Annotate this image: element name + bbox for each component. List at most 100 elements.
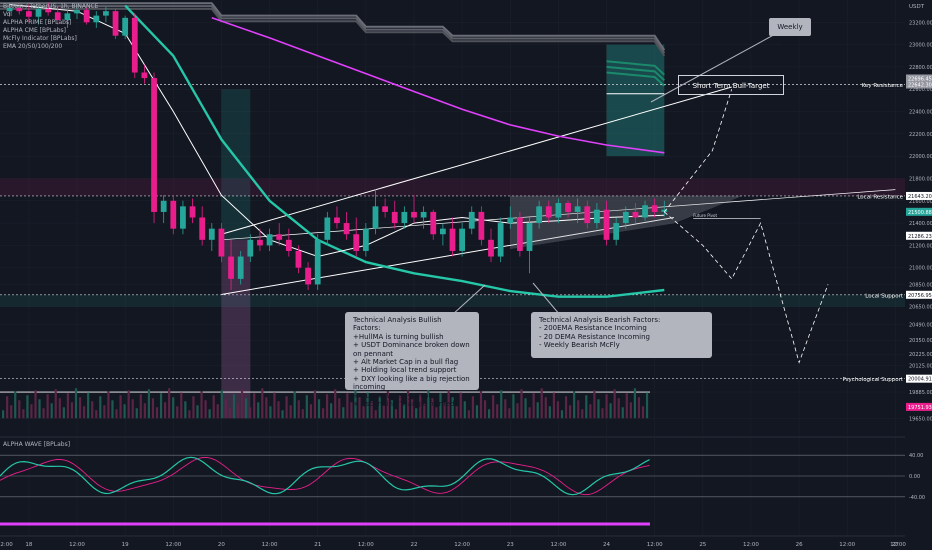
- candle-body: [488, 239, 494, 257]
- volume-bar: [475, 405, 479, 419]
- volume-bar: [273, 392, 276, 419]
- price-tag: [906, 191, 932, 200]
- volume-bar: [18, 400, 21, 419]
- volume-bar: [593, 390, 596, 419]
- time-axis-tick: 12:00: [743, 542, 759, 548]
- legend-indicator-vol: Vol: [3, 11, 12, 18]
- weekly-pivot-pointer: [650, 25, 791, 103]
- volume-bar: [172, 397, 175, 419]
- price-axis-tick: 20225.00: [909, 352, 932, 358]
- price-tag-label: 22696.45: [908, 76, 932, 82]
- volume-bar: [281, 410, 284, 419]
- volume-bar: [192, 396, 195, 419]
- candle-body: [16, 7, 23, 12]
- price-axis-tick: 19650.00: [909, 416, 932, 422]
- volume-bar: [520, 389, 523, 419]
- price-axis-tick: 21800.00: [909, 176, 932, 182]
- legend-symbol: Bitcoin / TetherUS, 1h, BINANCE: [3, 3, 99, 10]
- volume-bar: [127, 390, 130, 419]
- volume-bar: [459, 392, 462, 419]
- legend-indicator-alpha-cme: ALPHA CME [BPLabs]: [3, 27, 67, 34]
- volume-bar: [236, 403, 240, 419]
- volume-bar: [641, 406, 645, 419]
- candle-body: [584, 206, 591, 224]
- volume-bar: [504, 399, 507, 419]
- price-axis-tick: 22000.00: [909, 154, 932, 160]
- volume-bar: [625, 393, 628, 419]
- volume-bar: [569, 405, 572, 419]
- volume-bar: [573, 391, 576, 419]
- volume-bar: [516, 403, 519, 419]
- volume-bar: [613, 389, 616, 419]
- lower-trendline: [221, 217, 675, 295]
- price-tag: [906, 74, 932, 83]
- candle-body: [420, 211, 427, 218]
- volume-bar: [38, 399, 41, 419]
- volume-bar: [581, 409, 584, 419]
- volume-bar: [451, 397, 454, 419]
- volume-bar: [532, 393, 535, 419]
- volume-bar: [135, 408, 138, 419]
- bullish-factor: + Bullish Weekly Pivot: [353, 391, 432, 400]
- time-axis-tick: 12:00: [454, 542, 470, 548]
- volume-bar: [70, 402, 74, 419]
- volume-bar: [159, 393, 163, 419]
- candle-body: [199, 217, 206, 240]
- volume-bar: [30, 404, 33, 419]
- bearish-factors-callout: Technical Analysis Bearish Factors: - 20…: [531, 312, 712, 358]
- price-axis-tick: 22200.00: [909, 132, 932, 138]
- time-axis-tick: 20: [218, 542, 225, 548]
- price-scale-panel: [905, 0, 932, 550]
- oscillator-main-line: [0, 456, 650, 496]
- volume-bar: [508, 408, 511, 419]
- candle-body: [266, 234, 273, 246]
- price-tag: [906, 290, 932, 299]
- target-zone-band: [606, 71, 665, 87]
- volume-bar: [115, 409, 118, 419]
- volume-bar: [488, 409, 491, 419]
- volume-bar: [346, 393, 349, 419]
- volume-bar: [46, 394, 49, 419]
- volume-bar: [378, 396, 381, 419]
- upper-trendline: [221, 86, 732, 235]
- bullish-factor: +HullMA is turning bullish: [353, 332, 444, 341]
- volume-bar: [334, 389, 337, 419]
- volume-bar: [354, 388, 357, 419]
- volume-bar: [228, 408, 231, 419]
- cloud-band-line: [0, 5, 666, 54]
- time-axis-tick: 12:00: [0, 542, 13, 548]
- price-tag-label: 21286.23: [908, 234, 932, 240]
- bullish-factor: + USDT Dominance broken down on pennant: [353, 341, 470, 358]
- candle-body: [25, 11, 32, 17]
- candle-body: [632, 211, 639, 218]
- volume-bar: [103, 405, 106, 419]
- time-axis-tick: 22: [410, 542, 417, 548]
- volume-bar: [200, 391, 203, 419]
- candle-body: [391, 211, 398, 224]
- volume-bar: [398, 395, 402, 419]
- volume-bar: [467, 410, 470, 419]
- candle-body: [141, 72, 148, 79]
- volume-bar: [301, 409, 304, 419]
- candle-body: [517, 217, 523, 251]
- candle-body: [545, 206, 552, 218]
- volume-bar: [390, 400, 393, 419]
- price-axis-tick: 23200.00: [909, 20, 932, 26]
- bullish-callout-pointer: [451, 284, 486, 316]
- time-axis-tick: 12:00: [262, 542, 278, 548]
- volume-bar: [253, 393, 256, 419]
- legend-indicator-ema: EMA 20/50/100/200: [3, 43, 63, 50]
- volume-bar: [362, 406, 365, 419]
- volume-bar: [645, 392, 649, 419]
- price-axis-currency: USDT: [909, 4, 925, 10]
- volume-bar: [500, 390, 503, 419]
- candle-body: [93, 15, 100, 23]
- volume-bar: [232, 394, 236, 419]
- level-label: Psychological Support: [842, 377, 903, 383]
- ema-200-line: [211, 17, 665, 154]
- legend-indicator-alpha-prime: ALPHA PRIME [BPLabs]: [3, 19, 72, 26]
- volume-bar: [293, 391, 296, 419]
- volume-bar: [168, 388, 171, 419]
- volume-bar: [536, 402, 539, 419]
